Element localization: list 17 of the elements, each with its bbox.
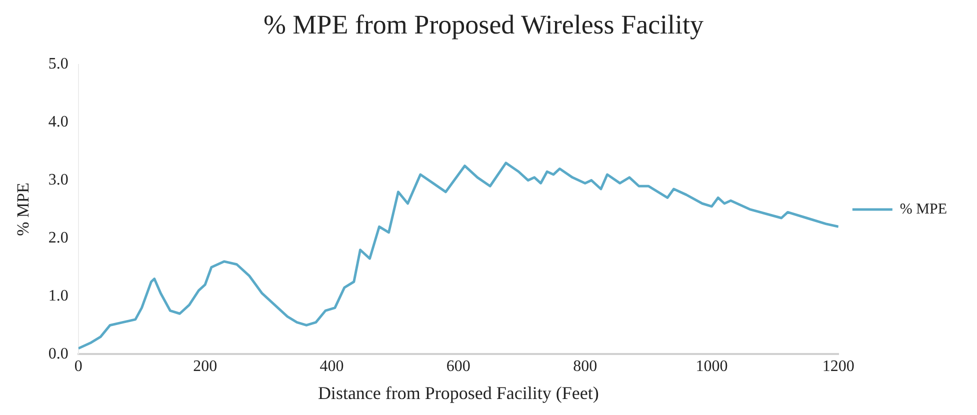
y-tick-label: 2.0	[48, 229, 68, 246]
x-tick-label: 400	[320, 358, 344, 376]
chart-title: % MPE from Proposed Wireless Facility	[263, 9, 704, 40]
y-tick-label: 3.0	[48, 172, 68, 189]
y-axis-title: % MPE	[14, 182, 33, 236]
x-tick-label: 200	[193, 358, 218, 376]
x-tick-label: 1000	[696, 358, 728, 376]
legend-label: % MPE	[900, 201, 948, 218]
y-tick-label: 0.0	[48, 345, 68, 362]
y-tick-label: 1.0	[48, 287, 68, 304]
y-tick-label: 4.0	[48, 114, 68, 131]
x-tick-label: 1200	[822, 358, 854, 376]
x-tick-label: 0	[74, 358, 82, 376]
x-tick-label: 800	[573, 358, 598, 376]
x-axis-title: Distance from Proposed Facility (Feet)	[318, 382, 599, 403]
x-tick-label: 600	[446, 358, 470, 376]
y-tick-label: 5.0	[48, 56, 68, 73]
